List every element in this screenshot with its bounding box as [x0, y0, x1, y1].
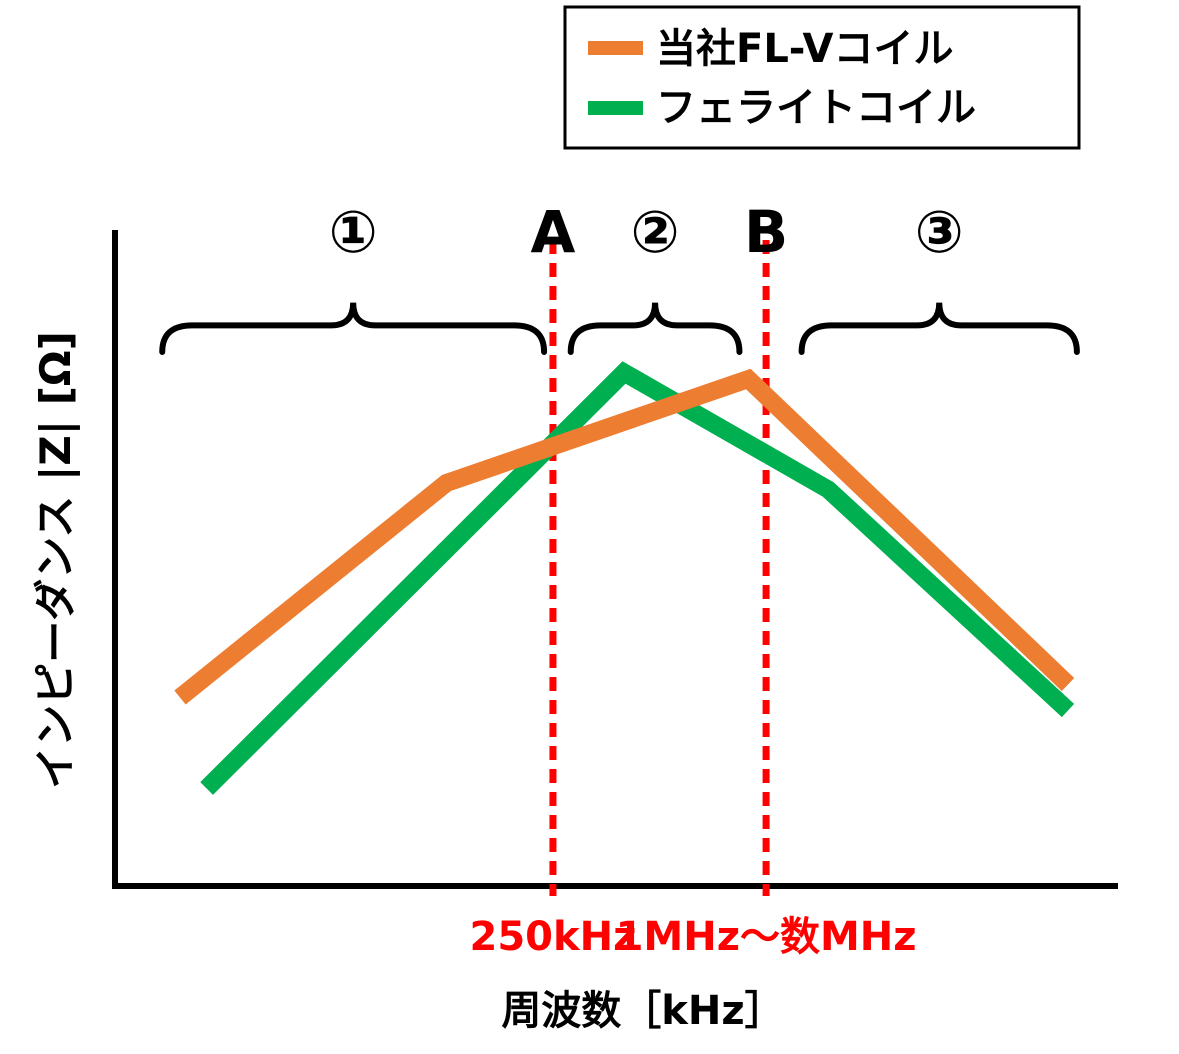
region-layer: ① ② ③ — [159, 198, 1080, 355]
series-point-fl-v-1 — [445, 482, 447, 484]
legend: 当社FL-Vコイル フェライトコイル — [563, 5, 1081, 150]
marker-tick-label-a: 250kHz — [470, 914, 637, 960]
marker-label-a: A — [531, 198, 576, 266]
region-label-2: ② — [631, 198, 680, 266]
series-layer — [174, 361, 1075, 795]
series-point-fl-v-0 — [179, 697, 181, 699]
region-label-3: ③ — [915, 198, 964, 266]
region-label-1: ① — [329, 198, 378, 266]
region-brace-1 — [159, 302, 548, 355]
series-line-ferrite — [200, 361, 1075, 795]
region-brace-3 — [798, 302, 1080, 355]
series-point-ferrite-3 — [1067, 710, 1069, 712]
series-point-ferrite-2 — [827, 489, 829, 491]
marker-label-b: B — [744, 198, 788, 266]
legend-label-ferrite: フェライトコイル — [656, 85, 976, 131]
series-point-ferrite-0 — [206, 788, 208, 790]
series-point-fl-v-2 — [747, 378, 749, 380]
y-axis-title: インピーダンス |Z| [Ω] — [31, 331, 80, 789]
marker-layer: A 250kHz B 1MHz～数MHz — [470, 198, 917, 960]
legend-label-fl-v: 当社FL-Vコイル — [656, 26, 953, 72]
x-axis-title: 周波数［kHz］ — [501, 988, 784, 1034]
series-point-fl-v-3 — [1067, 684, 1069, 686]
region-brace-2 — [567, 302, 743, 355]
series-line-fl-v — [174, 368, 1075, 705]
legend-box — [563, 5, 1081, 150]
marker-tick-label-b: 1MHz～数MHz — [616, 914, 917, 960]
series-point-ferrite-1 — [623, 372, 625, 374]
